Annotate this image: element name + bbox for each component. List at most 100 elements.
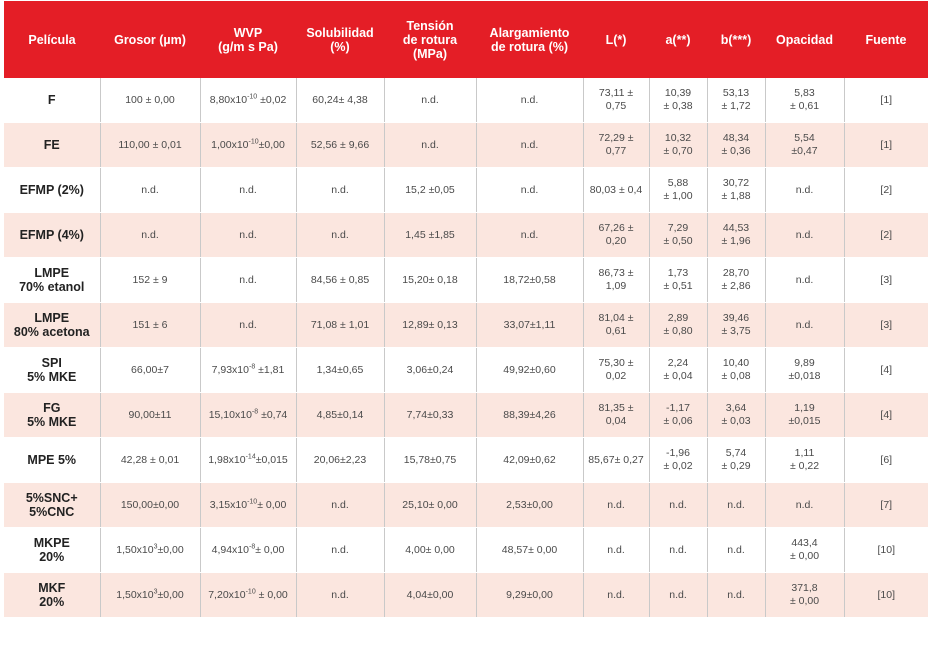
cell-opacidad: 371,8 ± 0,00 (764, 572, 844, 618)
wvp-error: ± 0,00 (255, 588, 288, 601)
wvp-base: 3,15x10 (209, 498, 248, 511)
cell-alargamiento: 18,72±0,58 (475, 257, 583, 303)
cell-pelicula: LMPE 80% acetona (4, 302, 100, 348)
cell-wvp: n.d. (199, 257, 296, 303)
cell-opacidad: n.d. (764, 482, 844, 528)
cell-wvp: 15,10x10-8 ±0,74 (199, 392, 296, 438)
cell-pelicula: MKPE 20% (4, 527, 100, 573)
cell-pelicula: EFMP (4%) (4, 212, 100, 258)
header-opacidad: Opacidad (765, 1, 844, 78)
cell-b: 3,64 ± 0,03 (706, 392, 765, 438)
cell-grosor: 42,28 ± 0,01 (99, 437, 200, 483)
wvp-base: 1,98x10 (208, 453, 246, 466)
table-row: MPE 5% 42,28 ± 0,01 1,98x10-14±0,015 20,06±… (4, 437, 928, 483)
cell-b: 30,72 ± 1,88 (706, 167, 765, 213)
cell-l: 80,03 ± 0,4 (582, 167, 649, 213)
cell-l: 81,35 ±0,04 (582, 392, 649, 438)
cell-a: 10,39 ± 0,38 (648, 78, 707, 123)
header-solubilidad: Solubilidad (%) (296, 1, 384, 78)
cell-pelicula: 5%SNC+ 5%CNC (4, 482, 100, 528)
wvp-exponent: -10 (247, 498, 258, 505)
cell-grosor: 150,00±0,00 (99, 482, 200, 528)
cell-alargamiento: 42,09±0,62 (475, 437, 583, 483)
cell-alargamiento: 88,39±4,26 (475, 392, 583, 438)
cell-opacidad: n.d. (764, 212, 844, 258)
cell-grosor: 110,00 ± 0,01 (99, 122, 200, 168)
cell-tension: n.d. (383, 122, 476, 168)
cell-l: 85,67± 0,27 (582, 437, 649, 483)
cell-pelicula: EFMP (2%) (4, 167, 100, 213)
table-row: MKF 20% 1,50x103±0,00 7,20x10-10 ± 0,00 n.d.… (4, 572, 928, 618)
cell-tension: 1,45 ±1,85 (383, 212, 476, 258)
cell-pelicula: FE (4, 122, 100, 168)
cell-a: 2,89 ± 0,80 (648, 302, 707, 348)
cell-l: 86,73 ±1,09 (582, 257, 649, 303)
cell-tension: 25,10± 0,00 (383, 482, 476, 528)
wvp-error: ±0,74 (258, 408, 288, 421)
wvp-error: ±0,00 (258, 138, 285, 151)
cell-opacidad: 1,11 ± 0,22 (764, 437, 844, 483)
cell-alargamiento: 49,92±0,60 (475, 347, 583, 393)
cell-l: n.d. (582, 572, 649, 618)
cell-l: 75,30 ±0,02 (582, 347, 649, 393)
wvp-base: 8,80x10 (209, 93, 248, 106)
cell-grosor: 152 ± 9 (99, 257, 200, 303)
cell-fuente: [10] (843, 527, 928, 573)
cell-wvp: 4,94x10-8± 0,00 (199, 527, 296, 573)
cell-l: 73,11 ±0,75 (582, 78, 649, 123)
cell-solubilidad: n.d. (295, 527, 384, 573)
cell-l: 67,26 ±0,20 (582, 212, 649, 258)
wvp-error: ±1,81 (255, 363, 285, 376)
table-row: SPI 5% MKE 66,00±7 7,93x10-8 ±1,81 1,34±0,65… (4, 347, 928, 393)
cell-alargamiento: 33,07±1,11 (475, 302, 583, 348)
wvp-base: 4,94x10 (211, 543, 249, 556)
wvp-exponent: -10 (248, 138, 259, 145)
cell-a: n.d. (648, 527, 707, 573)
cell-b: n.d. (706, 482, 765, 528)
cell-wvp: n.d. (199, 212, 296, 258)
cell-grosor: 100 ± 0,00 (99, 78, 200, 123)
grosor-base: 1,50x10 (116, 543, 154, 556)
cell-solubilidad: 4,85±0,14 (295, 392, 384, 438)
wvp-error: ± 0,00 (255, 543, 285, 556)
cell-alargamiento: n.d. (475, 167, 583, 213)
cell-a: 10,32 ± 0,70 (648, 122, 707, 168)
table-row: FE 110,00 ± 0,01 1,00x10-10±0,00 52,56 ± 9,… (4, 122, 928, 168)
cell-tension: 4,04±0,00 (383, 572, 476, 618)
wvp-exponent: -10 (245, 588, 256, 595)
cell-b: 53,13 ± 1,72 (706, 78, 765, 123)
cell-b: 39,46 ± 3,75 (706, 302, 765, 348)
cell-solubilidad: 84,56 ± 0,85 (295, 257, 384, 303)
cell-fuente: [3] (843, 302, 928, 348)
cell-a: 5,88 ± 1,00 (648, 167, 707, 213)
header-pelicula: Película (4, 1, 100, 78)
wvp-base: 7,93x10 (211, 363, 249, 376)
cell-fuente: [1] (843, 122, 928, 168)
cell-l: n.d. (582, 527, 649, 573)
cell-wvp: 1,98x10-14±0,015 (199, 437, 296, 483)
cell-solubilidad: n.d. (295, 212, 384, 258)
cell-b: n.d. (706, 572, 765, 618)
cell-fuente: [4] (843, 347, 928, 393)
cell-b: n.d. (706, 527, 765, 573)
cell-tension: 7,74±0,33 (383, 392, 476, 438)
cell-opacidad: n.d. (764, 167, 844, 213)
table-row: LMPE 70% etanol 152 ± 9 n.d. 84,56 ± 0,85 15,… (4, 257, 928, 303)
cell-tension: 15,2 ±0,05 (383, 167, 476, 213)
cell-fuente: [3] (843, 257, 928, 303)
table-row: MKPE 20% 1,50x103±0,00 4,94x10-8± 0,00 n.d. 4… (4, 527, 928, 573)
cell-b: 5,74 ± 0,29 (706, 437, 765, 483)
cell-grosor: 151 ± 6 (99, 302, 200, 348)
cell-b: 10,40 ± 0,08 (706, 347, 765, 393)
wvp-exponent: -8 (249, 543, 256, 550)
table-row: EFMP (4%) n.d. n.d. n.d. 1,45 ±1,85 n.d. 67,26… (4, 212, 928, 258)
film-properties-table: Película Grosor (µm) WVP (g/m s Pa) Solubili… (4, 1, 928, 618)
header-grosor: Grosor (µm) (100, 1, 200, 78)
wvp-exponent: -8 (249, 363, 256, 370)
cell-alargamiento: n.d. (475, 78, 583, 123)
cell-opacidad: n.d. (764, 257, 844, 303)
cell-solubilidad: n.d. (295, 482, 384, 528)
cell-solubilidad: 52,56 ± 9,66 (295, 122, 384, 168)
cell-tension: n.d. (383, 78, 476, 123)
wvp-error: ± 0,00 (257, 498, 287, 511)
